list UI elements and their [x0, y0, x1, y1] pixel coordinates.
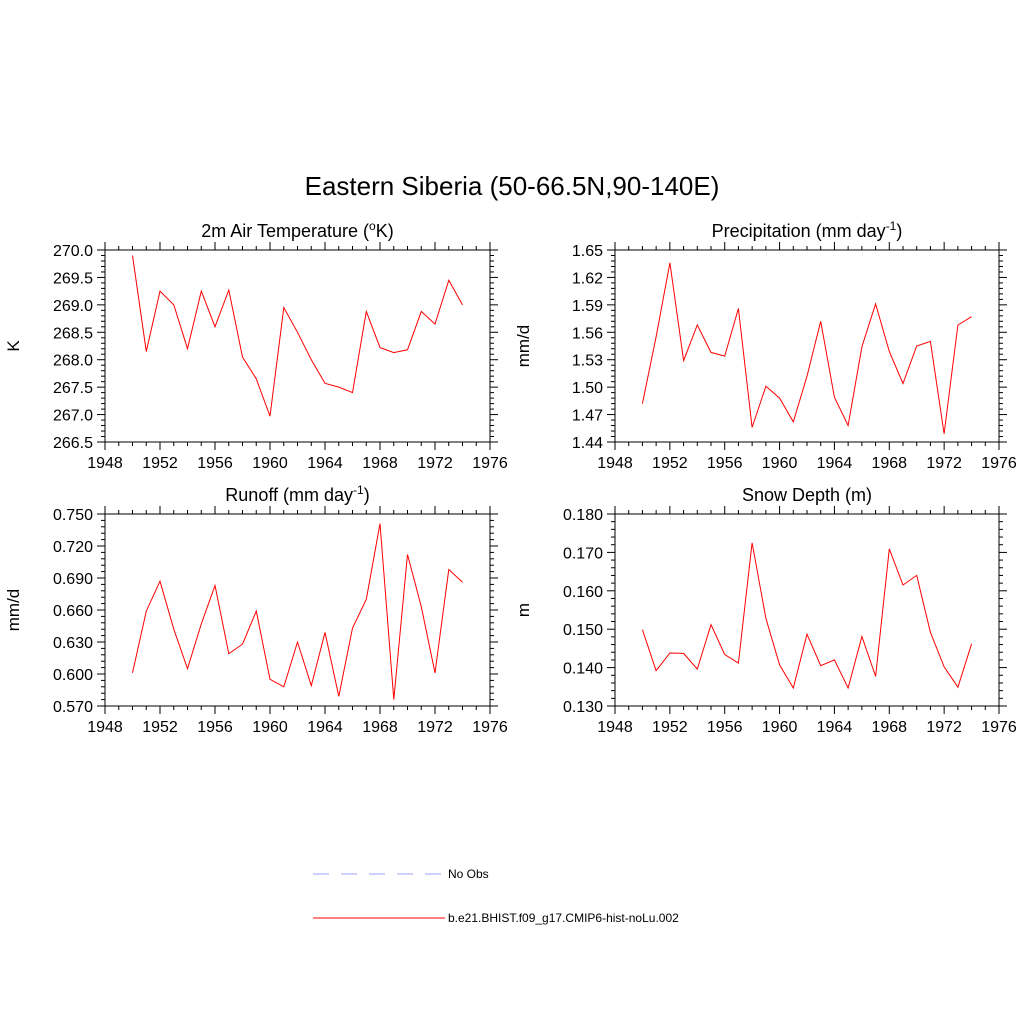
y-tick-label: 0.180	[563, 507, 603, 524]
y-tick-label: 0.160	[563, 584, 603, 601]
panel-title-superscript: -1	[353, 483, 364, 497]
y-tick-label: 0.660	[53, 603, 93, 620]
x-tick-label: 1960	[252, 719, 288, 736]
panel-temperature: 2m Air Temperature (oK) K 1948 1952 1956 1960…	[4, 219, 508, 472]
main-title: Eastern Siberia (50-66.5N,90-140E)	[305, 171, 720, 201]
y-tick-label: 267.5	[53, 380, 93, 397]
x-tick-label: 1964	[307, 719, 343, 736]
y-tick-label: 1.59	[572, 298, 603, 315]
x-tick-label: 1952	[142, 719, 178, 736]
y-tick-label: 0.130	[563, 699, 603, 716]
x-tick-label: 1952	[652, 719, 688, 736]
panel-title-end: )	[896, 221, 902, 241]
y-tick-label: 0.600	[53, 667, 93, 684]
y-tick-label: 0.140	[563, 661, 603, 678]
x-tick-label: 1972	[417, 455, 453, 472]
x-tick-label: 1976	[981, 455, 1017, 472]
y-tick-label: 268.0	[53, 353, 93, 370]
y-tick-label: 266.5	[53, 435, 93, 452]
x-tick-label: 1972	[417, 719, 453, 736]
x-tick-label: 1952	[652, 455, 688, 472]
panels: 2m Air Temperature (oK) K 1948 1952 1956 1960…	[4, 219, 1017, 736]
x-tick-label: 1976	[472, 719, 508, 736]
x-tick-label: 1960	[762, 719, 798, 736]
y-tick-label: 268.5	[53, 325, 93, 342]
legend: No Obs b.e21.BHIST.f09_g17.CMIP6-hist-no…	[313, 867, 679, 925]
x-tick-label: 1976	[472, 455, 508, 472]
legend-no-obs-label: No Obs	[448, 867, 489, 881]
series-line	[132, 523, 463, 700]
x-tick-label: 1976	[981, 719, 1017, 736]
y-tick-label: 1.44	[572, 435, 603, 452]
x-tick-label: 1948	[597, 455, 633, 472]
x-tick-label: 1968	[362, 455, 398, 472]
x-tick-label: 1968	[871, 455, 907, 472]
x-tick-label: 1964	[817, 455, 853, 472]
x-tick-label: 1956	[707, 455, 743, 472]
y-tick-label: 0.150	[563, 622, 603, 639]
x-tick-label: 1948	[597, 719, 633, 736]
y-tick-label: 1.65	[572, 243, 603, 260]
panel-title-superscript: o	[369, 219, 376, 233]
panel-title: 2m Air Temperature (oK)	[201, 219, 393, 241]
y-tick-label: 270.0	[53, 243, 93, 260]
y-tick-label: 1.50	[572, 380, 603, 397]
y-tick-label: 1.53	[572, 353, 603, 370]
y-tick-label: 0.570	[53, 699, 93, 716]
x-tick-label: 1964	[817, 719, 853, 736]
plot-frame	[104, 513, 491, 707]
y-tick-label: 1.56	[572, 325, 603, 342]
panel-title-main: Precipitation (mm day	[712, 221, 886, 241]
panel-title-main: Snow Depth (m)	[742, 485, 872, 505]
panel-runoff: Runoff (mm day-1) mm/d 1948 1952 1956 1960 196…	[4, 483, 508, 736]
x-tick-label: 1972	[926, 455, 962, 472]
x-tick-label: 1968	[871, 719, 907, 736]
panel-title-superscript: -1	[886, 219, 897, 233]
x-tick-label: 1964	[307, 455, 343, 472]
panel-title: Precipitation (mm day-1)	[712, 219, 903, 241]
y-tick-label: 0.630	[53, 635, 93, 652]
panel-precipitation: Precipitation (mm day-1) mm/d 1948 1952 1956…	[514, 219, 1017, 472]
x-tick-label: 1960	[762, 455, 798, 472]
x-tick-label: 1948	[87, 719, 123, 736]
x-tick-label: 1956	[707, 719, 743, 736]
panel-title: Snow Depth (m)	[742, 485, 872, 505]
panel-title-end: K)	[376, 221, 394, 241]
y-tick-label: 269.5	[53, 270, 93, 287]
y-tick-label: 1.62	[572, 270, 603, 287]
series-line	[641, 262, 972, 434]
y-tick-label: 269.0	[53, 298, 93, 315]
panel-title-end: )	[364, 485, 370, 505]
x-tick-label: 1952	[142, 455, 178, 472]
legend-model-label: b.e21.BHIST.f09_g17.CMIP6-hist-noLu.002	[448, 911, 679, 925]
y-axis-label: m	[514, 603, 533, 617]
series-line	[641, 542, 973, 690]
y-axis-label: mm/d	[4, 589, 23, 632]
x-tick-label: 1968	[362, 719, 398, 736]
x-tick-label: 1956	[197, 455, 233, 472]
x-tick-label: 1960	[252, 455, 288, 472]
y-tick-label: 1.47	[572, 408, 603, 425]
y-tick-label: 0.720	[53, 539, 93, 556]
y-tick-label: 0.170	[563, 545, 603, 562]
x-tick-label: 1948	[87, 455, 123, 472]
plot-frame	[104, 249, 491, 443]
panel-title-main: Runoff (mm day	[225, 485, 353, 505]
panel-title-main: 2m Air Temperature (	[201, 221, 369, 241]
panel-title: Runoff (mm day-1)	[225, 483, 369, 505]
y-tick-label: 267.0	[53, 408, 93, 425]
x-tick-label: 1972	[926, 719, 962, 736]
y-axis-label: K	[4, 340, 23, 352]
plot-frame	[614, 513, 1000, 707]
x-tick-label: 1956	[197, 719, 233, 736]
y-tick-label: 0.750	[53, 507, 93, 524]
y-tick-label: 0.690	[53, 571, 93, 588]
y-axis-label: mm/d	[514, 325, 533, 368]
panel-snow-depth: Snow Depth (m) m 1948 1952 1956 1960 1964 1968 1…	[514, 485, 1017, 736]
series-line	[132, 255, 463, 417]
